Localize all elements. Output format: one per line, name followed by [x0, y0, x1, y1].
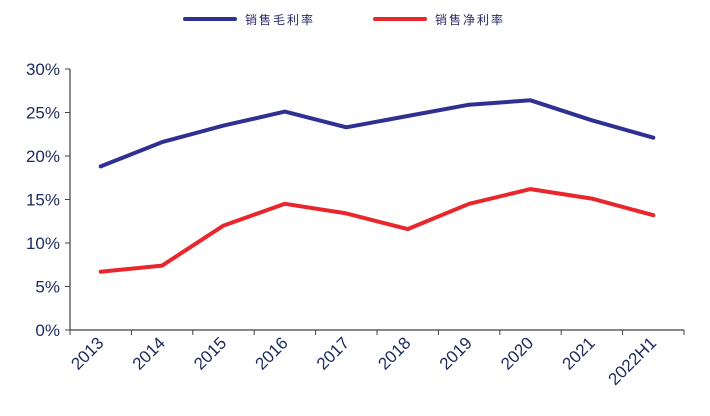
y-tick-label: 30% — [26, 60, 60, 79]
y-tick-label: 15% — [26, 191, 60, 210]
x-tick-label: 2022H1 — [605, 333, 661, 389]
y-tick-label: 20% — [26, 147, 60, 166]
x-tick-label: 2013 — [67, 333, 107, 373]
x-tick-label: 2015 — [190, 333, 230, 373]
series-line-1 — [98, 98, 656, 169]
legend-label-2: 销售净利率 — [435, 12, 505, 27]
x-axis-ticks: 2013 2014 2015 2016 2017 2018 2019 2020 2021 2022… — [67, 330, 685, 389]
series-group — [98, 98, 656, 274]
x-tick-label: 2016 — [252, 333, 292, 373]
x-tick-label: 2020 — [497, 333, 537, 373]
x-tick-label: 2014 — [129, 333, 169, 373]
x-tick-label: 2019 — [436, 333, 476, 373]
legend: 销售毛利率 销售净利率 — [183, 12, 505, 27]
y-tick-label: 10% — [26, 234, 60, 253]
y-axis-ticks: 0% 5% 10% 15% 20% 25% 30% — [26, 60, 70, 340]
x-tick-label: 2018 — [374, 333, 414, 373]
y-tick-label: 5% — [35, 278, 60, 297]
y-tick-label: 0% — [35, 321, 60, 340]
legend-label-1: 销售毛利率 — [245, 12, 315, 27]
x-tick-label: 2021 — [559, 333, 599, 373]
y-tick-label: 25% — [26, 104, 60, 123]
series-line-2 — [98, 187, 656, 274]
x-tick-label: 2017 — [313, 333, 353, 373]
